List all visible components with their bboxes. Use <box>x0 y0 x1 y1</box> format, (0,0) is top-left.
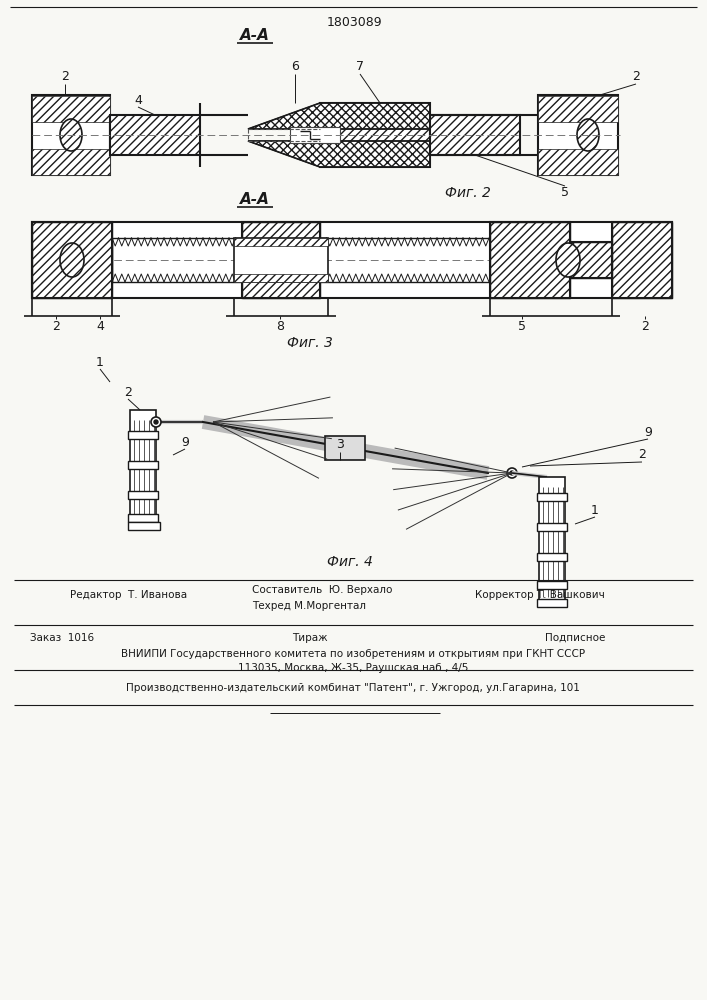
Text: Составитель  Ю. Верхало: Составитель Ю. Верхало <box>252 585 392 595</box>
Text: А-А: А-А <box>240 192 270 208</box>
Ellipse shape <box>556 243 580 277</box>
Polygon shape <box>248 103 430 129</box>
Bar <box>537 523 567 531</box>
Bar <box>110 115 200 155</box>
Text: 1: 1 <box>591 504 599 516</box>
Bar <box>128 431 158 439</box>
Text: 2: 2 <box>61 70 69 84</box>
Bar <box>242 222 320 298</box>
Bar <box>490 222 570 298</box>
Ellipse shape <box>60 119 82 151</box>
Circle shape <box>154 420 158 424</box>
Polygon shape <box>248 141 430 167</box>
Text: Фиг. 2: Фиг. 2 <box>445 186 491 200</box>
Ellipse shape <box>60 243 84 277</box>
Text: Тираж: Тираж <box>292 633 328 643</box>
Polygon shape <box>130 410 156 530</box>
Bar <box>128 522 160 530</box>
Bar <box>32 96 110 122</box>
Text: Редактор  Т. Иванова: Редактор Т. Иванова <box>70 590 187 600</box>
Text: 9: 9 <box>644 426 652 438</box>
Text: 113035, Москва, Ж-35, Раушская наб., 4/5: 113035, Москва, Ж-35, Раушская наб., 4/5 <box>238 663 468 673</box>
Text: ВНИИПИ Государственного комитета по изобретениям и открытиям при ГКНТ СССР: ВНИИПИ Государственного комитета по изоб… <box>121 649 585 659</box>
Text: А-А: А-А <box>240 28 270 43</box>
Bar <box>490 222 570 298</box>
Bar <box>234 238 328 246</box>
Bar <box>430 115 520 155</box>
Text: 5: 5 <box>561 186 569 200</box>
Bar <box>537 599 567 607</box>
Text: 8: 8 <box>276 320 284 332</box>
Bar <box>538 95 618 175</box>
Ellipse shape <box>577 119 599 151</box>
Text: 2: 2 <box>52 320 60 332</box>
Bar <box>32 222 112 298</box>
Bar <box>537 493 567 501</box>
Bar <box>290 127 340 143</box>
Bar <box>537 553 567 561</box>
Bar <box>128 514 158 522</box>
Bar <box>570 242 612 278</box>
Bar <box>320 103 430 167</box>
Bar <box>612 222 672 298</box>
Bar <box>320 238 490 282</box>
Bar <box>234 274 328 282</box>
Polygon shape <box>539 477 565 607</box>
Bar <box>32 95 110 175</box>
Text: 1: 1 <box>96 356 104 368</box>
Bar <box>32 222 112 298</box>
Text: 3: 3 <box>336 438 344 452</box>
Text: 9: 9 <box>181 436 189 448</box>
Bar <box>32 149 110 175</box>
Text: 2: 2 <box>641 320 649 332</box>
Bar <box>325 436 365 460</box>
Bar <box>112 238 242 282</box>
Circle shape <box>151 417 161 427</box>
Bar <box>110 115 200 155</box>
Circle shape <box>507 468 517 478</box>
Text: Фиг. 4: Фиг. 4 <box>327 555 373 569</box>
Bar <box>570 242 612 278</box>
Text: Подписное: Подписное <box>545 633 605 643</box>
Text: Корректор Т. Вашкович: Корректор Т. Вашкович <box>475 590 604 600</box>
Bar <box>32 222 672 298</box>
Text: Фиг. 3: Фиг. 3 <box>287 336 333 350</box>
Bar <box>612 222 672 298</box>
Circle shape <box>510 471 514 475</box>
Bar <box>234 238 328 282</box>
Text: 2: 2 <box>124 385 132 398</box>
Text: 2: 2 <box>632 70 640 84</box>
Bar <box>320 103 430 167</box>
Bar <box>538 149 618 175</box>
Text: 4: 4 <box>96 320 104 332</box>
Bar <box>128 491 158 499</box>
Bar <box>538 96 618 122</box>
Text: 2: 2 <box>638 448 646 462</box>
Text: 6: 6 <box>291 60 299 74</box>
Bar <box>430 115 520 155</box>
Text: 5: 5 <box>518 320 526 332</box>
Text: 7: 7 <box>356 60 364 74</box>
Text: 4: 4 <box>134 94 142 106</box>
Text: Заказ  1016: Заказ 1016 <box>30 633 94 643</box>
Bar <box>537 581 567 589</box>
Text: Техред М.Моргентал: Техред М.Моргентал <box>252 601 366 611</box>
Text: 1803089: 1803089 <box>326 15 382 28</box>
Bar <box>128 461 158 469</box>
Text: Производственно-издательский комбинат "Патент", г. Ужгород, ул.Гагарина, 101: Производственно-издательский комбинат "П… <box>126 683 580 693</box>
Bar <box>242 222 320 298</box>
